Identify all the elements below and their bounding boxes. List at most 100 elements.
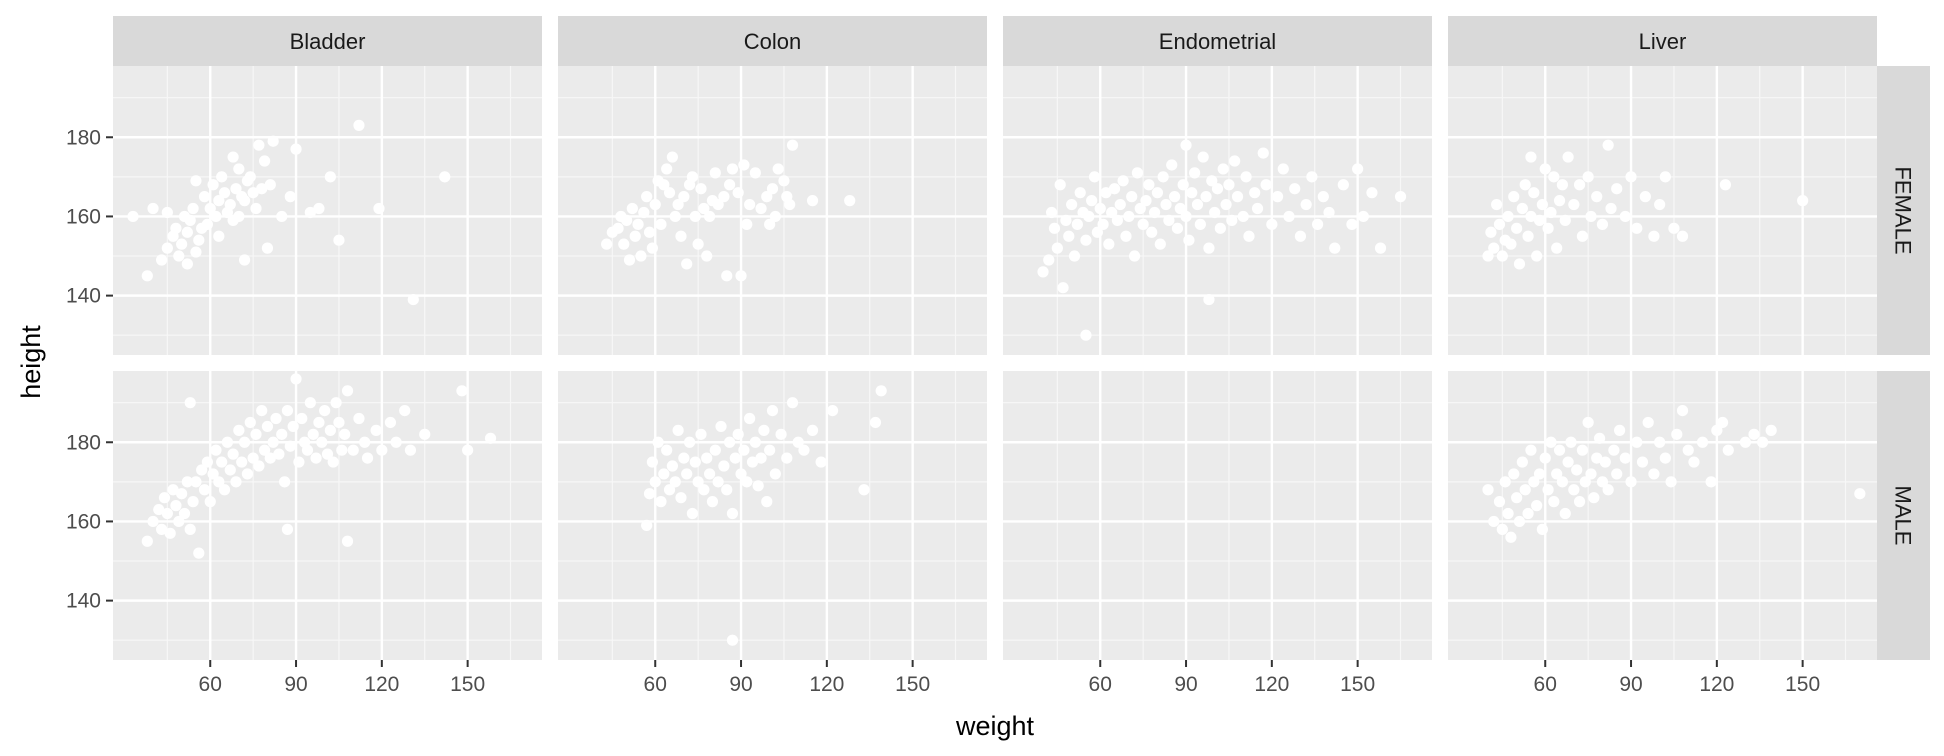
data-point bbox=[1374, 242, 1387, 254]
data-point bbox=[1157, 171, 1169, 183]
data-point bbox=[1080, 234, 1092, 246]
data-point bbox=[256, 183, 268, 195]
panel-background bbox=[1448, 66, 1877, 355]
x-tick-label: 60 bbox=[1534, 673, 1557, 696]
data-point bbox=[281, 404, 294, 417]
data-point bbox=[806, 195, 819, 207]
data-point bbox=[635, 250, 647, 262]
data-point bbox=[1556, 476, 1568, 488]
data-point bbox=[1203, 293, 1215, 306]
data-point bbox=[170, 222, 182, 234]
data-point bbox=[198, 191, 211, 203]
data-point bbox=[1605, 202, 1617, 215]
data-point bbox=[227, 151, 239, 163]
data-point bbox=[1323, 206, 1335, 219]
data-point bbox=[236, 456, 248, 468]
data-point bbox=[1217, 163, 1229, 175]
data-point bbox=[1211, 183, 1224, 195]
data-point bbox=[672, 424, 684, 436]
data-point bbox=[287, 420, 299, 433]
data-point bbox=[127, 210, 139, 223]
data-point bbox=[247, 187, 259, 199]
data-point bbox=[1357, 210, 1369, 223]
data-point bbox=[1240, 171, 1252, 183]
data-point bbox=[1531, 250, 1543, 262]
data-point bbox=[276, 428, 288, 440]
data-point bbox=[253, 139, 265, 151]
x-axis-title: weight bbox=[955, 711, 1035, 741]
data-point bbox=[735, 270, 747, 282]
x-tick-label: 120 bbox=[1699, 673, 1734, 696]
data-point bbox=[726, 507, 739, 520]
data-point bbox=[390, 436, 402, 448]
data-point bbox=[156, 523, 168, 535]
data-point bbox=[167, 484, 179, 496]
data-point bbox=[703, 468, 716, 480]
data-point bbox=[173, 515, 185, 528]
data-point bbox=[1482, 250, 1494, 262]
strip-label: Endometrial bbox=[1159, 29, 1276, 54]
data-point bbox=[1668, 222, 1680, 234]
data-point bbox=[1220, 198, 1232, 211]
data-point bbox=[1180, 210, 1192, 223]
data-point bbox=[1060, 214, 1072, 226]
data-point bbox=[261, 242, 274, 254]
data-point bbox=[250, 202, 262, 215]
data-point bbox=[161, 206, 173, 219]
data-point bbox=[1559, 507, 1571, 520]
data-point bbox=[1154, 238, 1166, 250]
ticks-layer: 140 160 180 140 160 180 60 90 120 150 60 90 120 150 60… bbox=[66, 126, 1820, 696]
data-point bbox=[641, 191, 653, 203]
data-point bbox=[621, 214, 633, 226]
panel-colon-female bbox=[558, 66, 987, 355]
data-point bbox=[1579, 476, 1591, 488]
data-point bbox=[341, 385, 354, 397]
data-point bbox=[1553, 195, 1566, 207]
data-point bbox=[652, 436, 664, 448]
data-point bbox=[681, 468, 693, 480]
data-point bbox=[1568, 484, 1580, 496]
data-point bbox=[361, 452, 374, 464]
data-point bbox=[181, 258, 193, 270]
data-point bbox=[270, 412, 282, 425]
data-point bbox=[1582, 416, 1594, 429]
data-point bbox=[1525, 151, 1537, 163]
data-point bbox=[1854, 488, 1866, 500]
data-point bbox=[792, 436, 804, 448]
data-point bbox=[1366, 187, 1378, 199]
x-tick-label: 150 bbox=[895, 673, 930, 696]
data-point bbox=[741, 476, 753, 488]
data-point bbox=[1051, 242, 1063, 254]
data-point bbox=[1066, 198, 1078, 211]
panel-background bbox=[558, 371, 987, 660]
data-point bbox=[264, 452, 276, 464]
panel-background bbox=[1448, 371, 1877, 660]
data-point bbox=[1516, 456, 1528, 468]
data-point bbox=[1189, 167, 1201, 179]
data-point bbox=[732, 187, 744, 199]
data-point bbox=[746, 456, 759, 468]
data-point bbox=[1559, 214, 1571, 226]
data-point bbox=[663, 484, 676, 496]
panel-colon-male bbox=[558, 371, 987, 660]
data-point bbox=[709, 167, 721, 179]
data-point bbox=[601, 238, 613, 250]
data-point bbox=[769, 210, 781, 223]
data-point bbox=[281, 523, 294, 535]
data-point bbox=[310, 452, 322, 464]
data-point bbox=[1585, 468, 1597, 480]
data-point bbox=[164, 527, 176, 539]
data-point bbox=[324, 171, 336, 183]
data-point bbox=[1573, 496, 1586, 508]
data-point bbox=[626, 202, 638, 215]
data-point bbox=[669, 210, 681, 223]
data-point bbox=[1619, 210, 1631, 223]
data-point bbox=[224, 198, 236, 211]
data-point bbox=[844, 195, 856, 207]
data-point bbox=[683, 436, 696, 448]
data-point bbox=[669, 476, 681, 488]
strip-bladder: Bladder bbox=[113, 16, 542, 66]
data-point bbox=[1123, 210, 1135, 223]
data-point bbox=[1482, 484, 1494, 496]
x-tick-label: 90 bbox=[1619, 673, 1642, 696]
